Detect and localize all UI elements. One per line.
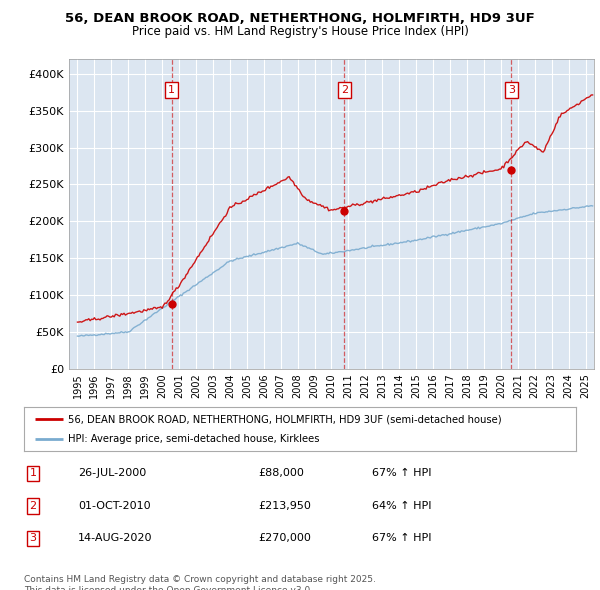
Text: 26-JUL-2000: 26-JUL-2000 [78,468,146,478]
Text: 1: 1 [168,85,175,95]
Text: 3: 3 [29,533,37,543]
Text: 1: 1 [29,468,37,478]
Text: HPI: Average price, semi-detached house, Kirklees: HPI: Average price, semi-detached house,… [68,434,320,444]
Text: £213,950: £213,950 [258,501,311,511]
Text: £270,000: £270,000 [258,533,311,543]
Text: 56, DEAN BROOK ROAD, NETHERTHONG, HOLMFIRTH, HD9 3UF (semi-detached house): 56, DEAN BROOK ROAD, NETHERTHONG, HOLMFI… [68,414,502,424]
Text: 67% ↑ HPI: 67% ↑ HPI [372,468,431,478]
Text: Price paid vs. HM Land Registry's House Price Index (HPI): Price paid vs. HM Land Registry's House … [131,25,469,38]
Text: 2: 2 [341,85,348,95]
Text: £88,000: £88,000 [258,468,304,478]
Text: 2: 2 [29,501,37,511]
Text: 64% ↑ HPI: 64% ↑ HPI [372,501,431,511]
Text: 14-AUG-2020: 14-AUG-2020 [78,533,152,543]
Text: 01-OCT-2010: 01-OCT-2010 [78,501,151,511]
Text: 56, DEAN BROOK ROAD, NETHERTHONG, HOLMFIRTH, HD9 3UF: 56, DEAN BROOK ROAD, NETHERTHONG, HOLMFI… [65,12,535,25]
Text: Contains HM Land Registry data © Crown copyright and database right 2025.
This d: Contains HM Land Registry data © Crown c… [24,575,376,590]
Text: 67% ↑ HPI: 67% ↑ HPI [372,533,431,543]
Text: 3: 3 [508,85,515,95]
